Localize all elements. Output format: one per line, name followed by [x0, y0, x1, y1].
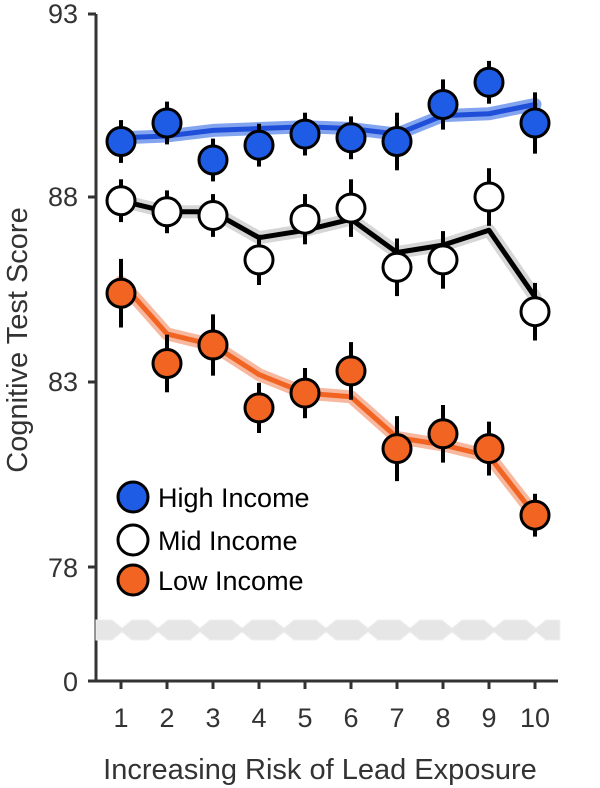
legend-label-low-income: Low Income — [158, 566, 304, 596]
data-point-low-income-3 — [197, 329, 229, 361]
data-point-high-income-3 — [197, 144, 229, 176]
x-axis: Increasing Risk of Lead Exposure — [96, 679, 558, 786]
data-point-mid-income-5 — [289, 203, 321, 235]
data-point-high-income-5 — [289, 118, 321, 150]
data-point-mid-income-4 — [243, 244, 275, 276]
y-tick-label-78: 78 — [48, 553, 78, 583]
data-point-high-income-10 — [519, 107, 551, 139]
data-point-low-income-4 — [243, 392, 275, 424]
trend-line-low-income — [118, 279, 538, 518]
data-point-mid-income-10 — [519, 296, 551, 328]
data-point-mid-income-9 — [473, 181, 505, 213]
data-point-high-income-1 — [105, 126, 137, 157]
data-point-high-income-2 — [151, 107, 183, 139]
x-tick-label-10: 10 — [520, 703, 550, 733]
x-tick-label-3: 3 — [205, 703, 220, 733]
data-point-low-income-9 — [473, 433, 505, 465]
data-point-mid-income-7 — [381, 251, 413, 283]
plot-area — [105, 60, 551, 537]
x-tick-label-2: 2 — [159, 703, 174, 733]
data-point-mid-income-8 — [427, 244, 459, 276]
y-axis-title: Cognitive Test Score — [2, 207, 34, 472]
x-tick-label-8: 8 — [435, 703, 450, 733]
x-tick-label-9: 9 — [481, 703, 496, 733]
legend-label-high-income: High Income — [158, 483, 310, 513]
data-point-low-income-1 — [105, 277, 137, 309]
y-ticks — [88, 12, 96, 683]
legend-label-mid-income: Mid Income — [158, 526, 298, 556]
data-point-low-income-6 — [335, 355, 367, 387]
data-point-low-income-2 — [151, 348, 183, 379]
x-tick-label-7: 7 — [389, 703, 404, 733]
data-point-low-income-7 — [381, 433, 413, 465]
x-tick-label-4: 4 — [251, 703, 266, 733]
legend-marker-high-income — [116, 480, 150, 514]
y-tick-label-0: 0 — [63, 667, 78, 697]
y-tick-label-93: 93 — [48, 0, 78, 29]
data-point-low-income-10 — [519, 499, 551, 531]
series-high-income — [105, 60, 551, 182]
data-point-high-income-6 — [335, 122, 367, 154]
data-point-mid-income-1 — [105, 185, 137, 217]
x-tick-label-5: 5 — [297, 703, 312, 733]
data-point-high-income-9 — [473, 66, 505, 98]
data-point-mid-income-3 — [197, 200, 229, 231]
trend-band-mid-income — [114, 194, 542, 304]
series-low-income — [105, 258, 551, 537]
series-mid-income — [105, 168, 551, 341]
data-point-low-income-5 — [289, 377, 321, 409]
y-axis: 0 78 83 88 93 Cognitive Test Score — [2, 0, 98, 697]
x-axis-title: Increasing Risk of Lead Exposure — [103, 754, 537, 786]
x-tick-labels: 1 2 3 4 5 6 7 8 9 10 — [113, 703, 550, 733]
y-tick-label-83: 83 — [48, 367, 78, 397]
data-point-high-income-4 — [243, 129, 275, 161]
legend: High Income Mid Income Low Income — [116, 480, 310, 597]
x-tick-label-1: 1 — [113, 703, 128, 733]
x-tick-label-6: 6 — [343, 703, 358, 733]
data-point-low-income-8 — [427, 418, 459, 450]
legend-marker-mid-income — [116, 523, 150, 557]
y-tick-label-88: 88 — [48, 182, 78, 212]
trend-band-low-income — [114, 275, 542, 522]
trend-line-mid-income — [118, 198, 538, 300]
trend-line-high-income — [118, 102, 538, 141]
data-point-mid-income-2 — [151, 196, 183, 228]
x-ticks — [119, 681, 537, 689]
data-point-high-income-7 — [381, 126, 413, 157]
data-point-mid-income-6 — [335, 192, 367, 224]
axis-break-marker — [95, 619, 561, 641]
data-point-high-income-8 — [427, 89, 459, 120]
legend-marker-low-income — [116, 563, 150, 597]
